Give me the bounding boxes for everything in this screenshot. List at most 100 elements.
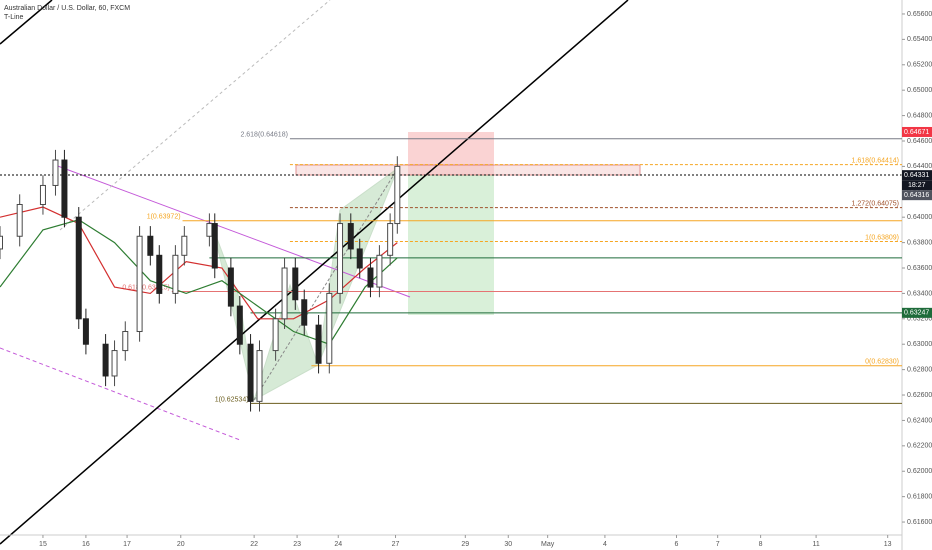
candle-body — [16, 203, 23, 237]
y-tick-label: 0.61800 — [907, 493, 932, 500]
chart-title: Australian Dollar / U.S. Dollar, 60, FXC… — [4, 5, 130, 12]
channel-line — [54, 164, 411, 298]
price-badge-label: 0.63247 — [904, 310, 929, 317]
candle-body — [281, 267, 288, 320]
fib-label: 0(0.62830) — [865, 359, 899, 366]
candle-body — [387, 223, 394, 256]
candle-body — [61, 159, 68, 218]
y-tick-label: 0.63800 — [907, 239, 932, 246]
zone-box — [295, 164, 641, 176]
countdown-label: 18:27 — [908, 182, 926, 189]
y-tick-label: 0.62400 — [907, 417, 932, 424]
candle-body — [337, 223, 344, 294]
x-tick-label: 16 — [82, 541, 90, 548]
candle-body — [301, 299, 308, 326]
candle-body — [52, 159, 59, 186]
price-badge-label: 0.64316 — [904, 192, 929, 199]
y-tick-label: 0.62200 — [907, 443, 932, 450]
countdown-badge — [902, 180, 932, 191]
fib-label: 1(0.62534) — [215, 396, 249, 403]
candle-body — [75, 216, 82, 320]
candle-body — [367, 267, 374, 288]
y-tick-label: 0.63600 — [907, 265, 932, 272]
x-tick-label: 4 — [603, 541, 607, 548]
x-tick-label: 17 — [123, 541, 131, 548]
y-tick-label: 0.62800 — [907, 366, 932, 373]
y-tick-label: 0.65200 — [907, 62, 932, 69]
y-tick-label: 0.64800 — [907, 112, 932, 119]
x-tick-label: 6 — [675, 541, 679, 548]
price-badge — [902, 126, 932, 137]
candle-body — [147, 235, 154, 256]
candle-body — [82, 318, 89, 345]
trend-line — [0, 0, 53, 45]
candle-body — [181, 235, 188, 256]
x-tick-label: 27 — [392, 541, 400, 548]
x-tick-label: May — [541, 541, 555, 548]
dashed-trend — [59, 0, 331, 231]
fib-label: 1(0.63972) — [147, 214, 181, 221]
moving-average — [0, 219, 398, 345]
x-tick-label: 23 — [293, 541, 301, 548]
y-tick-label: 0.61600 — [907, 519, 932, 526]
candle-body — [0, 235, 3, 250]
fib-label: 1.272(0.64075) — [852, 201, 899, 208]
price-badge-label: 0.64671 — [904, 129, 929, 136]
x-tick-label: 15 — [39, 541, 47, 548]
candle-body — [227, 267, 234, 307]
x-tick-label: 13 — [884, 541, 892, 548]
candle-body — [356, 248, 363, 269]
candle-body — [236, 305, 243, 345]
candle-body — [256, 350, 263, 402]
x-tick-label: 22 — [250, 541, 258, 548]
price-badge — [902, 307, 932, 318]
candle-body — [347, 223, 354, 250]
x-tick-label: 11 — [812, 541, 819, 548]
fib-label: 2.618(0.64618) — [240, 132, 287, 139]
y-tick-label: 0.65600 — [907, 11, 932, 18]
fib-label: 0.618(0.63415) — [122, 284, 169, 291]
candle-body — [206, 223, 213, 237]
candle-body — [102, 343, 109, 377]
fib-label: 1.618(0.64414) — [852, 157, 899, 164]
candle-body — [272, 318, 279, 352]
candle-body — [122, 331, 129, 352]
y-tick-label: 0.64400 — [907, 163, 932, 170]
trend-line — [0, 0, 629, 545]
y-tick-label: 0.62000 — [907, 468, 932, 475]
candle-body — [394, 165, 401, 225]
pattern-diagonal — [253, 167, 399, 401]
candle-body — [156, 254, 163, 294]
candle-body — [315, 324, 322, 364]
candle-body — [39, 184, 46, 205]
candle-body — [136, 235, 143, 333]
price-badge-label: 0.64331 — [904, 172, 929, 179]
axes: 0.61600 0.61800 0.62000 0.62200 0.62400 0.626… — [39, 11, 932, 548]
target-zone — [408, 175, 494, 315]
x-tick-label: 30 — [504, 541, 512, 548]
y-tick-label: 0.63000 — [907, 341, 932, 348]
channel-line — [0, 347, 241, 441]
candle-body — [326, 292, 333, 364]
y-tick-label: 0.63200 — [907, 316, 932, 323]
candle-body — [292, 267, 299, 301]
x-tick-label: 20 — [177, 541, 185, 548]
y-tick-label: 0.63400 — [907, 290, 932, 297]
candle-body — [111, 350, 118, 377]
y-tick-label: 0.64600 — [907, 138, 932, 145]
x-tick-label: 24 — [334, 541, 342, 548]
y-tick-label: 0.62600 — [907, 392, 932, 399]
candle-body — [247, 343, 254, 402]
y-tick-label: 0.64000 — [907, 214, 932, 221]
moving-average — [0, 206, 398, 320]
y-tick-label: 0.65400 — [907, 36, 932, 43]
candle-body — [172, 254, 179, 294]
x-tick-label: 29 — [461, 541, 469, 548]
y-tick-label: 0.65000 — [907, 87, 932, 94]
candle-body — [211, 223, 218, 269]
price-badge — [902, 170, 932, 181]
chart-subtitle: T-Line — [4, 14, 24, 21]
price-badge — [902, 190, 932, 201]
x-tick-label: 8 — [759, 541, 763, 548]
